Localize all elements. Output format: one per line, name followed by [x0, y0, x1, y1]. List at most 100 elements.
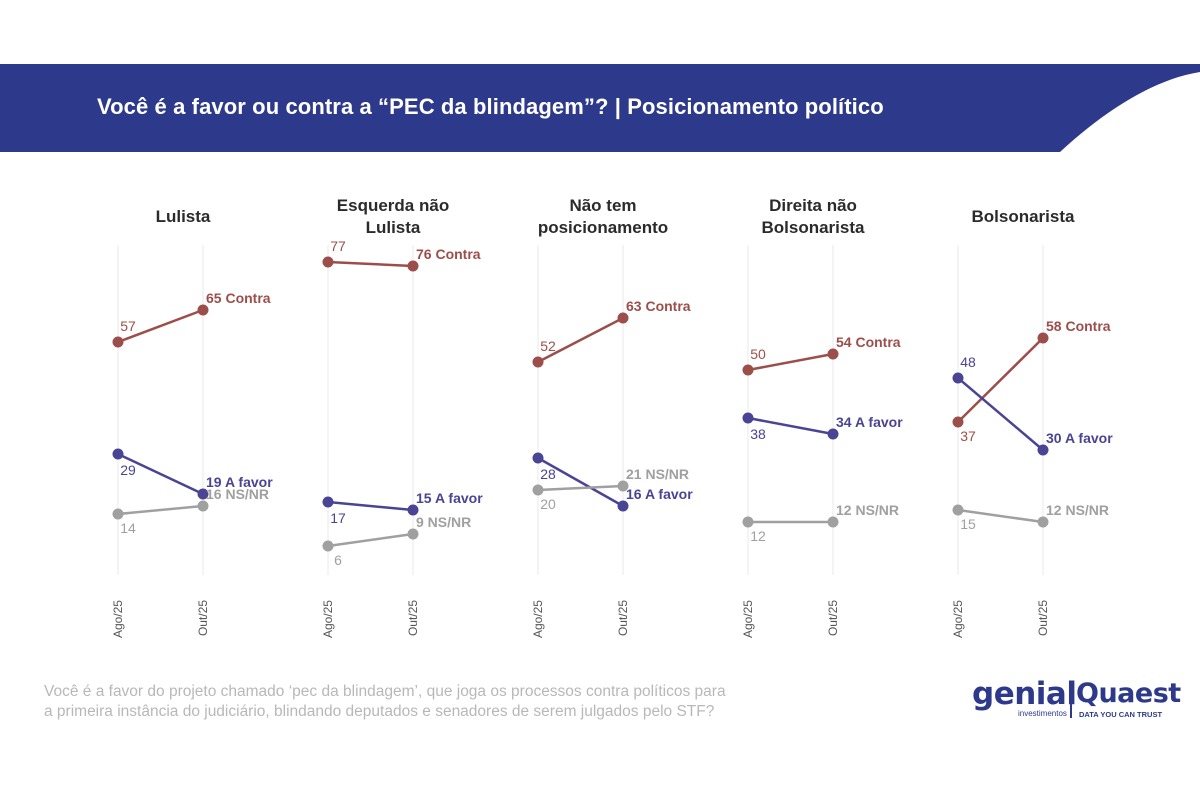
footnote-line-2: a primeira instância do judiciário, blin…: [44, 703, 715, 720]
panel-5-tick-out-25: Out/25: [1036, 600, 1050, 636]
panel-2-a-favor-point-ago: [322, 496, 334, 508]
panel-4-contra-point-out: [827, 348, 839, 360]
panel-2-a-favor-point-out: [407, 504, 419, 516]
panel-4-tick-ago-25: Ago/25: [741, 600, 755, 638]
panel-5-a-favor-point-ago: [952, 372, 964, 384]
panel-2-contra-point-out: [407, 260, 419, 272]
panel-5-contra-label-out: 58 Contra: [1046, 318, 1111, 334]
page-title: Você é a favor ou contra a “PEC da blind…: [97, 94, 884, 119]
chart: Lulista Ago/25 Out/25 57 65 Contra 29 19 A fav…: [111, 196, 1113, 638]
panel-1-title-line-1: Lulista: [156, 207, 211, 226]
panel-3-a-favor-value-ago: 28: [540, 466, 556, 482]
panel-3-contra-value-ago: 52: [540, 338, 556, 354]
quaest-logo: Quaest: [1076, 678, 1181, 709]
panel-1-a-favor-line: [117, 452, 204, 496]
panel-2-tick-out-25: Out/25: [406, 600, 420, 636]
panel-4-a-favor-point-ago: [742, 412, 754, 424]
panel-2-contra-line: [327, 260, 414, 268]
panel-5-a-favor-point-out: [1037, 444, 1049, 456]
panel-3-ns-nr-line: [537, 484, 624, 492]
panel-2-a-favor-label-out: 15 A favor: [416, 490, 483, 506]
panel-5-ns-nr-value-ago: 15: [960, 516, 976, 532]
panel-1-tick-out-25: Out/25: [196, 600, 210, 636]
panel-1-ns-nr-label-out: 16 NS/NR: [206, 486, 269, 502]
panel-1-contra-label-out: 65 Contra: [206, 290, 271, 306]
genial-logo-subtitle: investimentos: [1018, 709, 1067, 718]
panel-3-a-favor-label-out: 16 A favor: [626, 486, 693, 502]
panel-5-ns-nr-line: [957, 508, 1044, 524]
panel-1-a-favor-point-ago: [112, 448, 124, 460]
panel-4-contra-value-ago: 50: [750, 346, 766, 362]
panel-5-contra-point-out: [1037, 332, 1049, 344]
panel-5-a-favor-value-ago: 48: [960, 354, 976, 370]
panel-3-a-favor-line: [537, 456, 624, 508]
panel-4-contra-line: [747, 352, 834, 372]
panel-2-a-favor-value-ago: 17: [330, 510, 346, 526]
panel-1-a-favor-value-ago: 29: [120, 462, 136, 478]
panel-3-contra-line: [537, 316, 624, 364]
panel-5-contra-line: [957, 337, 1044, 423]
question-footnote: Você é a favor do projeto chamado ‘pec d…: [44, 682, 864, 722]
panel-2-ns-nr-point-ago: [322, 540, 334, 552]
panel-3-ns-nr-point-ago: [532, 484, 544, 496]
panel-1-contra-point-ago: [112, 336, 124, 348]
panel-1-tick-ago-25: Ago/25: [111, 600, 125, 638]
panel-4-ns-nr-label-out: 12 NS/NR: [836, 502, 899, 518]
panel-3-a-favor-point-out: [617, 500, 629, 512]
panel-1-contra-point-out: [197, 304, 209, 316]
header-banner-shape: [0, 64, 1200, 152]
panel-4-a-favor-line: [747, 416, 834, 436]
panel-3-ns-nr-label-out: 21 NS/NR: [626, 466, 689, 482]
panel-5-a-favor-label-out: 30 A favor: [1046, 430, 1113, 446]
quaest-logo-subtitle: DATA YOU CAN TRUST: [1079, 710, 1163, 719]
panel-1-ns-nr-point-ago: [112, 508, 124, 520]
logo-divider: [1070, 682, 1072, 718]
panel-2-ns-nr-line: [327, 532, 414, 548]
panel-4-title-line-2: Bolsonarista: [762, 218, 866, 237]
panel-4-contra-point-ago: [742, 364, 754, 376]
panel-5-title-line-1: Bolsonarista: [972, 207, 1076, 226]
panel-3-contra-point-out: [617, 312, 629, 324]
panel-5-ns-nr-point-out: [1037, 516, 1049, 528]
panel-1-ns-nr-line: [117, 504, 204, 516]
panel-5-ns-nr-point-ago: [952, 504, 964, 516]
panel-4-a-favor-value-ago: 38: [750, 426, 766, 442]
panel-2-ns-nr-label-out: 9 NS/NR: [416, 514, 471, 530]
panel-1-a-favor-point-out: [197, 488, 209, 500]
panel-4-tick-out-25: Out/25: [826, 600, 840, 636]
panel-5-contra-value-ago: 37: [960, 428, 976, 444]
panel-5-a-favor-line: [957, 377, 1044, 451]
panel-4-ns-nr-point-ago: [742, 516, 754, 528]
panel-2-title-line-2: Lulista: [366, 218, 421, 237]
panel-1-ns-nr-value-ago: 14: [120, 520, 136, 536]
panel-2-tick-ago-25: Ago/25: [321, 600, 335, 638]
panel-3-a-favor-point-ago: [532, 452, 544, 464]
panel-2-ns-nr-point-out: [407, 528, 419, 540]
panel-5-tick-ago-25: Ago/25: [951, 600, 965, 638]
panel-1-contra-value-ago: 57: [120, 318, 136, 334]
panel-3-ns-nr-point-out: [617, 480, 629, 492]
panel-1-contra-line: [117, 308, 204, 344]
header-banner: Você é a favor ou contra a “PEC da blind…: [0, 0, 1200, 160]
panel-2-a-favor-line: [327, 500, 414, 512]
panel-2-title-line-1: Esquerda não: [337, 196, 449, 215]
panel-3-contra-point-ago: [532, 356, 544, 368]
panel-5-contra-point-ago: [952, 416, 964, 428]
panel-1-ns-nr-point-out: [197, 500, 209, 512]
panel-4-ns-nr-value-ago: 12: [750, 528, 766, 544]
genial-logo: genial: [972, 676, 1077, 712]
panel-3-contra-label-out: 63 Contra: [626, 298, 691, 314]
panel-4-title-line-1: Direita não: [769, 196, 857, 215]
panel-2-contra-label-out: 76 Contra: [416, 246, 481, 262]
panel-2-contra-value-ago: 77: [330, 238, 346, 254]
panel-4-a-favor-label-out: 34 A favor: [836, 414, 903, 430]
panel-2-ns-nr-value-ago: 6: [334, 552, 342, 568]
panel-3-ns-nr-value-ago: 20: [540, 496, 556, 512]
logos: genial investimentos Quaest DATA YOU CAN…: [968, 676, 1181, 726]
panel-3-title-line-1: Não tem: [569, 196, 636, 215]
footnote-line-1: Você é a favor do projeto chamado ‘pec d…: [44, 683, 726, 700]
panel-4-a-favor-point-out: [827, 428, 839, 440]
panel-3-tick-ago-25: Ago/25: [531, 600, 545, 638]
panel-3-title-line-2: posicionamento: [538, 218, 668, 237]
panel-3-tick-out-25: Out/25: [616, 600, 630, 636]
